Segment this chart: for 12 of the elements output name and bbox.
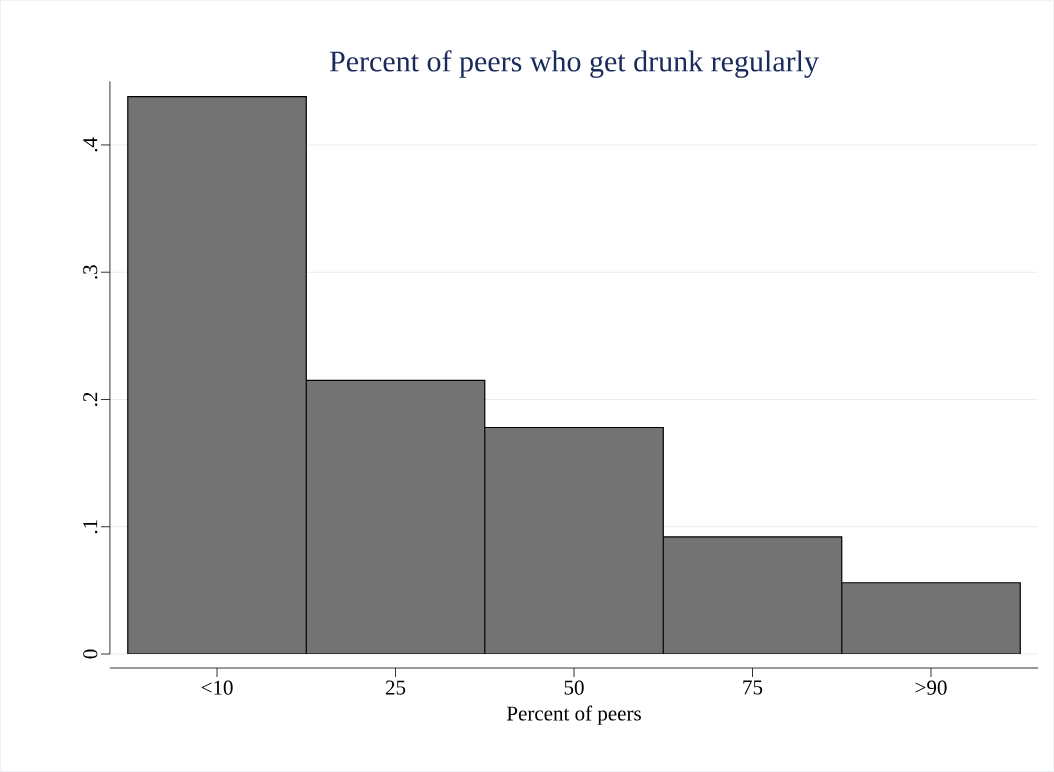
y-tick-label: .3 bbox=[83, 265, 98, 279]
y-tick-label: .4 bbox=[83, 137, 98, 152]
y-tick-label: .1 bbox=[83, 520, 98, 534]
x-tick-label: >90 bbox=[915, 680, 947, 695]
x-tick-label: 25 bbox=[385, 680, 406, 695]
y-tick-label: 0 bbox=[83, 649, 98, 659]
x-tick-label: 50 bbox=[564, 680, 584, 695]
chart-title: Percent of peers who get drunk regularly bbox=[329, 50, 819, 78]
y-tick-label: .2 bbox=[83, 392, 98, 407]
x-tick-label: 75 bbox=[743, 680, 763, 695]
x-tick-label: <10 bbox=[201, 680, 233, 695]
x-axis-title: Percent of peers bbox=[506, 705, 641, 725]
